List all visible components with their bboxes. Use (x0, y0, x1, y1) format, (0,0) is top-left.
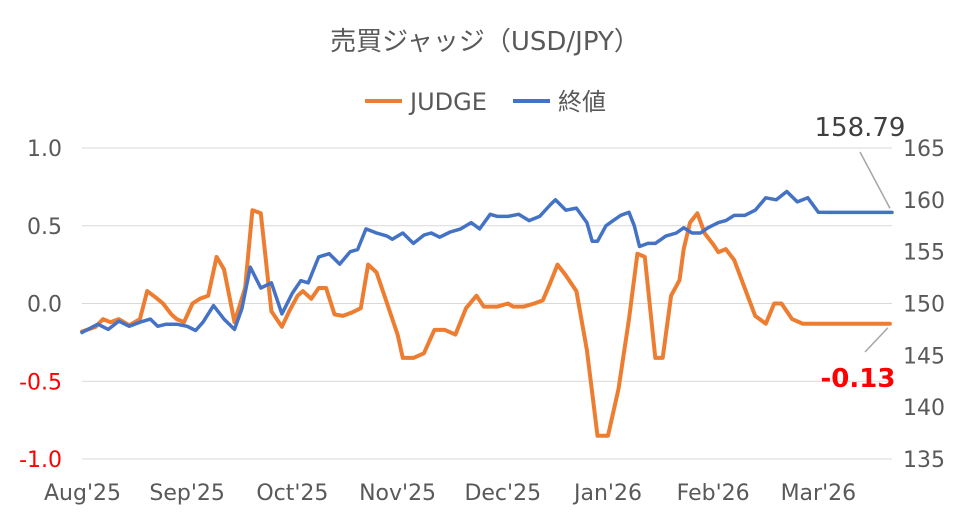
x-tick-label: Sep'25 (149, 481, 225, 506)
series-layer (80, 189, 894, 438)
right-tick-label: 135 (903, 448, 945, 473)
annotation-layer: 158.79 -0.13 (815, 113, 906, 394)
left-tick-label: 0.0 (27, 293, 62, 318)
right-tick-label: 140 (903, 396, 945, 421)
left-tick-label: -0.5 (19, 370, 62, 395)
annotation-label: 158.79 (815, 113, 906, 143)
legend-judge-label: JUDGE (408, 88, 487, 116)
x-axis-ticks: Aug'25 Sep'25 Oct'25 Nov'25 Dec'25 Jan'26 Feb'… (44, 481, 856, 506)
legend: JUDGE 終値 (365, 88, 606, 116)
right-tick-label: 165 (903, 137, 945, 162)
annotation-leader (859, 151, 891, 209)
x-tick-label: Feb'26 (677, 481, 750, 506)
right-tick-label: 155 (903, 241, 945, 266)
x-tick-label: Oct'25 (256, 481, 328, 506)
annotation-label: -0.13 (821, 364, 896, 394)
x-tick-label: Jan'26 (572, 481, 642, 506)
left-axis-ticks: 1.0 0.5 0.0 -0.5 -1.0 (19, 137, 62, 473)
series-line-judge (80, 208, 892, 438)
chart-title: 売買ジャッジ（USD/JPY） (330, 27, 640, 57)
right-axis-ticks: 165 160 155 150 145 140 135 (903, 137, 945, 473)
x-tick-label: Mar'26 (781, 481, 857, 506)
left-tick-label: 0.5 (27, 215, 62, 240)
x-tick-label: Nov'25 (359, 481, 436, 506)
left-tick-label: -1.0 (19, 448, 62, 473)
right-tick-label: 145 (903, 344, 945, 369)
x-tick-label: Aug'25 (44, 481, 121, 506)
series-line-close (80, 189, 894, 335)
left-tick-label: 1.0 (27, 137, 62, 162)
gridlines (82, 147, 892, 460)
legend-close-label: 終値 (558, 88, 606, 116)
annotation-leader (864, 327, 889, 353)
x-tick-label: Dec'25 (464, 481, 541, 506)
right-tick-label: 150 (903, 293, 945, 318)
right-tick-label: 160 (903, 189, 945, 214)
